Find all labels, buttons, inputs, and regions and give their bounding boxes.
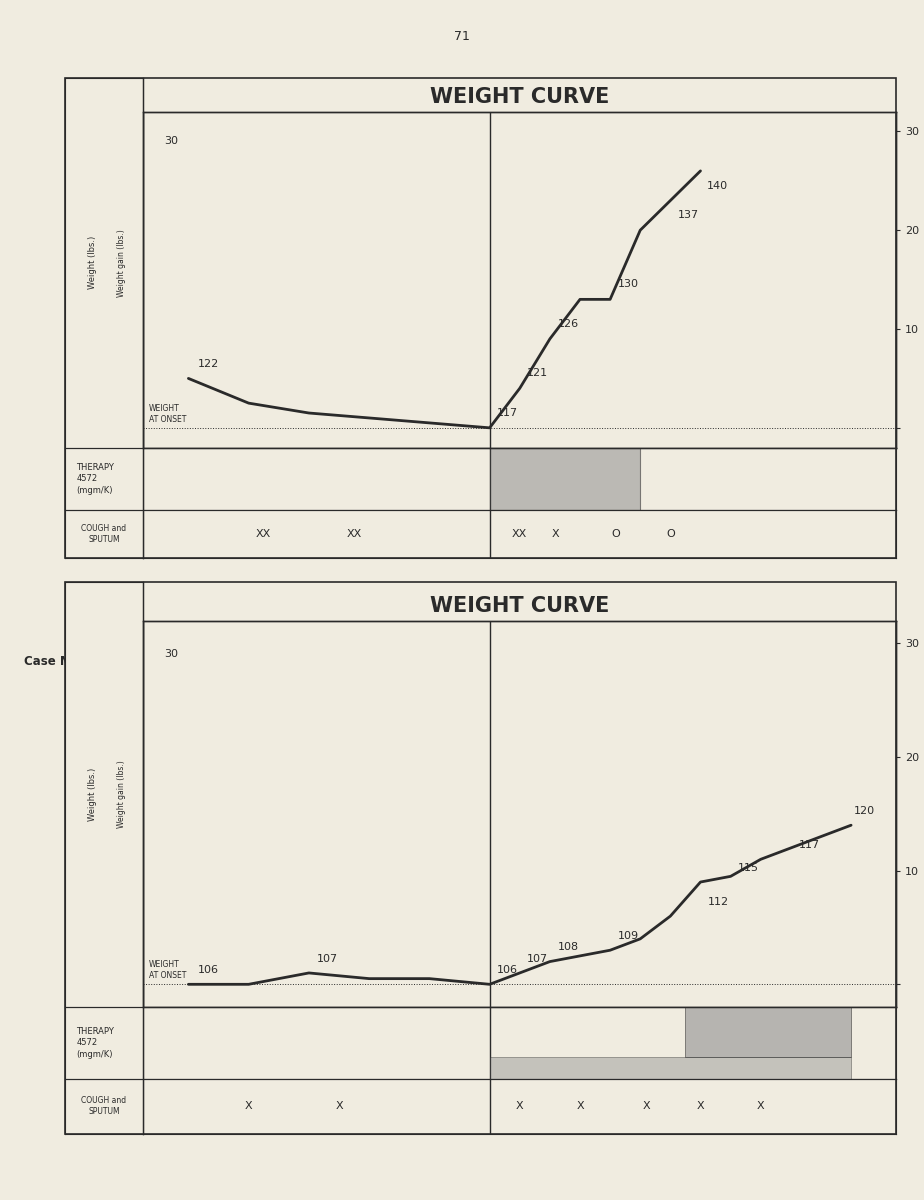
Text: 130: 130 <box>617 280 638 289</box>
Text: 109: 109 <box>617 931 638 941</box>
Title: WEIGHT CURVE: WEIGHT CURVE <box>430 596 610 617</box>
Text: 126: 126 <box>557 319 578 329</box>
Text: 71: 71 <box>454 30 470 43</box>
Text: X: X <box>516 1102 524 1111</box>
Text: 106: 106 <box>497 965 518 976</box>
Text: Case MN13: Case MN13 <box>24 655 98 667</box>
Text: Weight gain (lbs.): Weight gain (lbs.) <box>116 229 126 296</box>
Text: O: O <box>666 529 675 539</box>
Text: WEIGHT
AT ONSET: WEIGHT AT ONSET <box>150 403 187 424</box>
Text: 107: 107 <box>528 954 549 964</box>
Text: WEEK AFTER THERAPY: WEEK AFTER THERAPY <box>630 462 740 473</box>
Text: 117: 117 <box>798 840 820 851</box>
Text: 107: 107 <box>316 954 337 964</box>
Text: X: X <box>245 1102 252 1111</box>
Text: XX: XX <box>346 529 361 539</box>
Text: COUGH and
SPUTUM: COUGH and SPUTUM <box>81 1097 127 1116</box>
Text: 112: 112 <box>708 898 729 907</box>
Text: WEEKS BEFORE THERAPY: WEEKS BEFORE THERAPY <box>277 1024 401 1034</box>
Text: WEEK AFTER THERAPY: WEEK AFTER THERAPY <box>630 1024 740 1034</box>
Text: Weight gain (lbs.): Weight gain (lbs.) <box>116 761 126 828</box>
Text: COUGH and
SPUTUM: COUGH and SPUTUM <box>81 524 127 544</box>
Bar <box>686 1007 851 1057</box>
Text: XX: XX <box>256 529 272 539</box>
Text: 117: 117 <box>497 408 518 418</box>
Text: 108: 108 <box>557 942 578 953</box>
Text: X: X <box>642 1102 650 1111</box>
Bar <box>490 1057 851 1079</box>
Text: X: X <box>577 1102 584 1111</box>
Text: 115: 115 <box>738 863 760 872</box>
Text: X: X <box>552 529 560 539</box>
Bar <box>490 448 640 510</box>
Text: O: O <box>612 529 621 539</box>
Title: WEIGHT CURVE: WEIGHT CURVE <box>430 88 610 107</box>
Text: X: X <box>335 1102 343 1111</box>
Text: XX: XX <box>512 529 528 539</box>
Text: Weight (lbs.): Weight (lbs.) <box>88 236 97 289</box>
Text: 30: 30 <box>164 649 178 659</box>
Text: 121: 121 <box>528 368 549 378</box>
Text: Weight (lbs.): Weight (lbs.) <box>88 768 97 821</box>
Text: 120: 120 <box>854 806 875 816</box>
Text: 137: 137 <box>678 210 699 221</box>
Text: X: X <box>697 1102 704 1111</box>
Text: 106: 106 <box>198 965 218 976</box>
Text: 140: 140 <box>707 181 727 191</box>
Text: WEIGHT
AT ONSET: WEIGHT AT ONSET <box>150 960 187 979</box>
Text: THERAPY
4572
(mgm/K): THERAPY 4572 (mgm/K) <box>77 1027 115 1060</box>
Text: ONSET
OF
THERAPY: ONSET OF THERAPY <box>472 457 507 487</box>
Text: HM: HM <box>75 142 98 155</box>
Text: X: X <box>757 1102 764 1111</box>
Text: 122: 122 <box>198 359 219 368</box>
Text: ONSET
OF
THERAPY: ONSET OF THERAPY <box>472 1019 507 1049</box>
Text: THERAPY
4572
(mgm/K): THERAPY 4572 (mgm/K) <box>77 462 115 496</box>
Text: 30: 30 <box>164 137 178 146</box>
Text: WEEKS BEFORE THERAPY: WEEKS BEFORE THERAPY <box>277 462 401 473</box>
